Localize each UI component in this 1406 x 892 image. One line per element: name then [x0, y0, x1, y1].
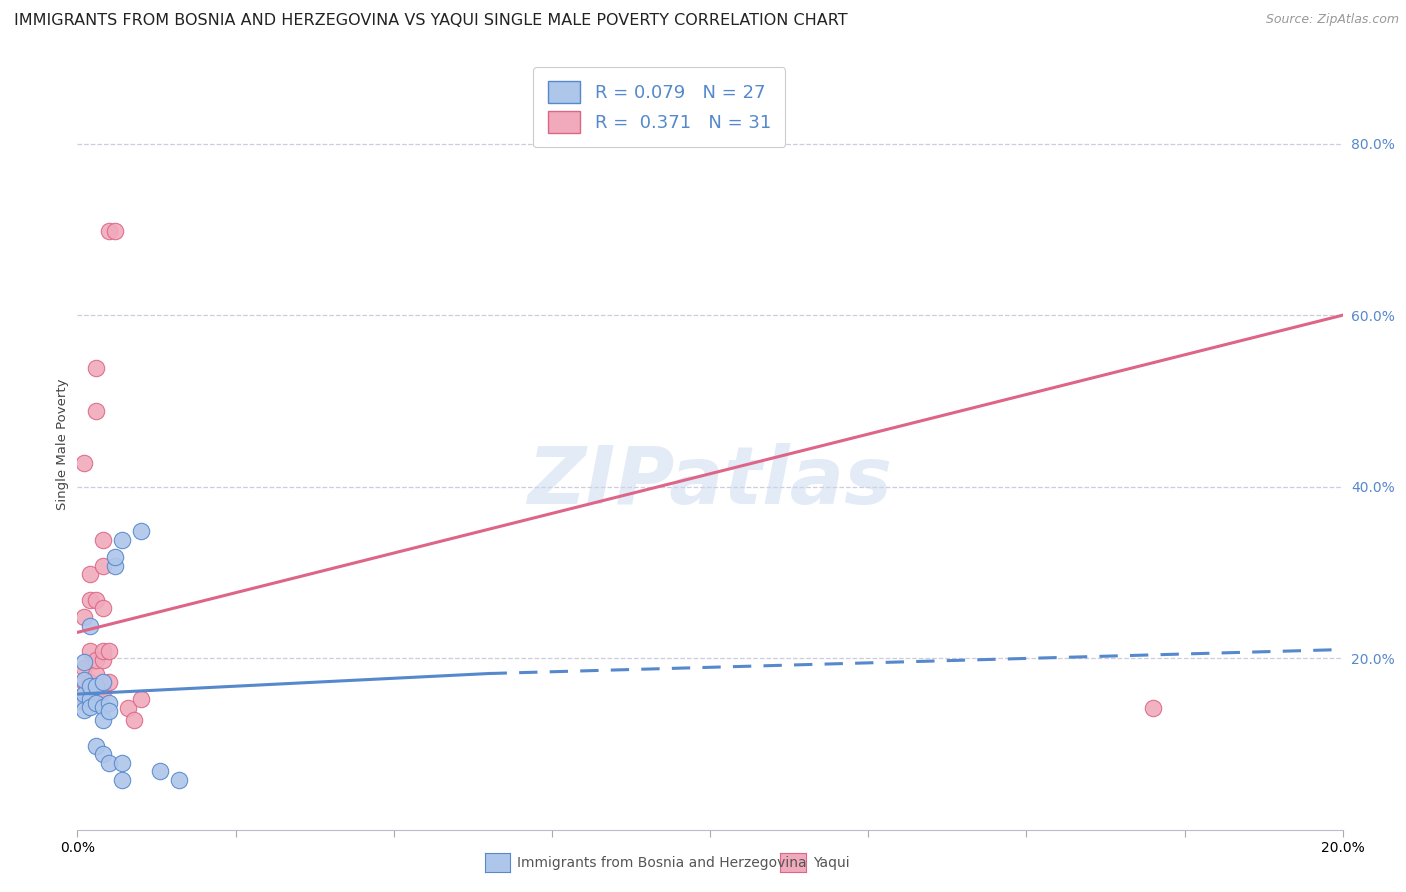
Point [104, 558, 127, 573]
Text: IMMIGRANTS FROM BOSNIA AND HERZEGOVINA VS YAQUI SINGLE MALE POVERTY CORRELATION : IMMIGRANTS FROM BOSNIA AND HERZEGOVINA V… [14, 13, 848, 29]
Text: Source: ZipAtlas.com: Source: ZipAtlas.com [1265, 13, 1399, 27]
Point [98, 696, 120, 710]
Point [79, 644, 101, 658]
Point [111, 772, 132, 787]
Point [91, 558, 114, 573]
Point [91, 644, 114, 658]
Point [117, 701, 139, 715]
Point [66, 694, 89, 708]
Point [79, 618, 101, 632]
Point [111, 533, 132, 547]
Text: ZIPatlas: ZIPatlas [527, 443, 893, 521]
Point [73, 702, 96, 716]
Text: Immigrants from Bosnia and Herzegovina: Immigrants from Bosnia and Herzegovina [517, 855, 807, 870]
Point [98, 704, 120, 718]
Point [91, 653, 114, 667]
Point [86, 592, 108, 607]
Point [91, 601, 114, 615]
Point [79, 679, 101, 693]
Point [79, 592, 101, 607]
Point [73, 656, 96, 670]
Point [73, 687, 96, 701]
Point [79, 675, 101, 690]
Point [98, 644, 120, 658]
Point [129, 692, 152, 706]
Point [91, 713, 114, 727]
Point [86, 361, 108, 376]
Point [73, 610, 96, 624]
Point [111, 756, 132, 770]
Text: Yaqui: Yaqui [813, 855, 849, 870]
Point [98, 675, 120, 690]
Point [73, 661, 96, 675]
Point [91, 675, 114, 690]
Point [79, 700, 101, 714]
Point [73, 456, 96, 470]
Point [86, 679, 108, 693]
Point [91, 683, 114, 698]
Point [86, 739, 108, 753]
Point [104, 224, 127, 238]
Point [79, 567, 101, 582]
Point [73, 673, 96, 687]
Point [91, 533, 114, 547]
Point [86, 404, 108, 418]
Point [167, 772, 190, 787]
Point [86, 683, 108, 698]
Point [73, 687, 96, 701]
Point [86, 666, 108, 681]
Point [73, 675, 96, 690]
Point [1142, 701, 1164, 715]
Point [79, 687, 101, 701]
Point [86, 696, 108, 710]
Point [66, 692, 89, 706]
Point [104, 549, 127, 564]
Point [149, 764, 172, 779]
Point [98, 224, 120, 238]
Point [86, 653, 108, 667]
Point [91, 747, 114, 761]
Point [129, 524, 152, 539]
Point [124, 713, 146, 727]
Legend: R = 0.079   N = 27, R =  0.371   N = 31: R = 0.079 N = 27, R = 0.371 N = 31 [533, 67, 786, 147]
Point [79, 692, 101, 706]
Point [98, 756, 120, 770]
Point [91, 700, 114, 714]
Y-axis label: Single Male Poverty: Single Male Poverty [56, 378, 69, 509]
